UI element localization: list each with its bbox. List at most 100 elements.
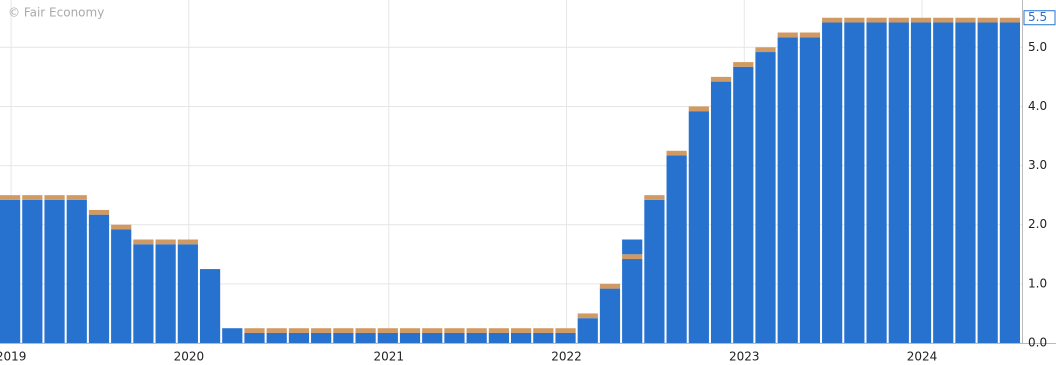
bar-segment xyxy=(733,62,754,67)
bar-segment xyxy=(133,239,154,245)
bar-segment xyxy=(244,328,265,333)
bar-segment xyxy=(555,332,576,343)
bar-segment xyxy=(822,22,843,344)
bar-segment xyxy=(533,332,554,343)
bar-segment xyxy=(511,328,532,333)
y-tick-label: 4.0 xyxy=(1028,99,1047,113)
bar-segment xyxy=(844,22,865,344)
bar-segment xyxy=(44,195,65,200)
bar-segment xyxy=(733,66,754,343)
bar-segment xyxy=(311,328,332,333)
bar-segment xyxy=(799,32,821,38)
bar-segment xyxy=(177,244,198,343)
bar-segment xyxy=(866,17,887,23)
bar-segment xyxy=(710,81,732,343)
bar-segment xyxy=(710,76,732,82)
x-tick-label: 2020 xyxy=(174,350,205,364)
current-value-label: 5.5 xyxy=(1028,10,1047,24)
bar-segment xyxy=(622,239,643,255)
bar-segment xyxy=(688,111,709,343)
bar-segment xyxy=(511,332,532,343)
bar-segment xyxy=(910,22,932,344)
x-tick-label: 2021 xyxy=(374,350,405,364)
bar-segment xyxy=(688,106,709,112)
bar-segment xyxy=(977,22,998,344)
bar-segment xyxy=(66,199,87,343)
bar-segment xyxy=(666,150,687,156)
bar-segment xyxy=(355,328,376,333)
bar-segment xyxy=(422,328,443,333)
y-tick-label: 0.0 xyxy=(1028,336,1047,350)
y-tick-label: 5.0 xyxy=(1028,40,1047,54)
bar-segment xyxy=(399,328,421,333)
bar-segment xyxy=(311,332,332,343)
bar-segment xyxy=(577,313,598,319)
bar-segment xyxy=(599,283,621,289)
bar-segment xyxy=(866,22,887,344)
bar-segment xyxy=(622,254,643,260)
bar-segment xyxy=(666,155,687,343)
bar-segment xyxy=(266,332,287,343)
bar-segment xyxy=(444,328,465,333)
bar-segment xyxy=(955,22,976,344)
bar-segment xyxy=(111,229,132,343)
bar-segment xyxy=(466,332,487,343)
bar-segment xyxy=(288,328,310,333)
bar-segment xyxy=(22,195,43,200)
bar-segment xyxy=(399,332,421,343)
bar-segment xyxy=(0,199,21,343)
bar-segment xyxy=(844,17,865,23)
bar-segment xyxy=(755,47,776,53)
bar-segment xyxy=(88,209,110,215)
y-tick-label: 3.0 xyxy=(1028,158,1047,172)
bar-segment xyxy=(777,37,798,343)
current-value-box xyxy=(1023,10,1056,26)
bar-segment xyxy=(488,328,509,333)
bar-segment xyxy=(111,224,132,230)
x-tick-label: 2022 xyxy=(551,350,582,364)
bar-segment xyxy=(933,22,954,344)
bar-segment xyxy=(377,332,398,343)
bar-segment xyxy=(977,17,998,23)
bar-segment xyxy=(444,332,465,343)
bar-segment xyxy=(777,32,798,38)
bar-segment xyxy=(266,328,287,333)
bar-segment xyxy=(422,332,443,343)
bar-segment xyxy=(22,199,43,343)
bar-segment xyxy=(155,239,176,245)
bar-segment xyxy=(488,332,509,343)
bar-segment xyxy=(177,239,198,245)
bar-segment xyxy=(888,22,909,344)
y-tick-label: 1.0 xyxy=(1028,276,1047,290)
bar-segment xyxy=(199,269,221,343)
bar-segment xyxy=(466,328,487,333)
x-tick-label: 2023 xyxy=(729,350,760,364)
bar-segment xyxy=(377,328,398,333)
bar-segment xyxy=(333,328,354,333)
bar-segment xyxy=(755,52,776,343)
bar-segment xyxy=(910,17,932,23)
bar-segment xyxy=(88,214,110,343)
bar-segment xyxy=(133,244,154,343)
bar-segment xyxy=(888,17,909,23)
x-tick-label: 2024 xyxy=(907,350,938,364)
bar-segment xyxy=(0,195,21,200)
bar-segment xyxy=(555,328,576,333)
bar-segment xyxy=(66,195,87,200)
bar-segment xyxy=(644,195,665,200)
x-tick-label: 2019 xyxy=(0,350,26,364)
bar-segment xyxy=(355,332,376,343)
bar-segment xyxy=(799,37,821,343)
bar-segment xyxy=(999,17,1020,23)
bar-segment xyxy=(822,17,843,23)
bar-segment xyxy=(222,328,243,343)
bar-segment xyxy=(155,244,176,343)
bar-segment xyxy=(955,17,976,23)
bar-segment xyxy=(577,318,598,343)
bar-segment xyxy=(644,199,665,343)
bar-segment xyxy=(244,332,265,343)
bar-segment xyxy=(622,259,643,343)
bar-segment xyxy=(599,288,621,343)
y-tick-label: 2.0 xyxy=(1028,217,1047,231)
